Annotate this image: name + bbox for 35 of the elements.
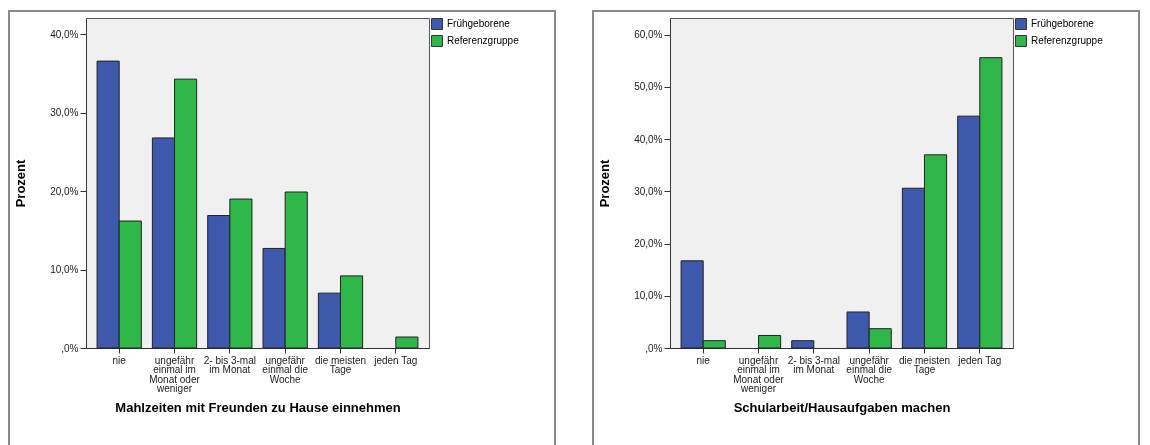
- y-tick-label: 40,0%: [634, 133, 663, 145]
- y-axis-title: Prozent: [597, 158, 613, 208]
- y-tick-label: 50,0%: [634, 81, 663, 93]
- y-tick-label: 20,0%: [634, 238, 663, 250]
- x-tick-label: ungefähr einmal die Woche: [846, 354, 893, 385]
- legend-label: Frühgeborene: [447, 18, 511, 29]
- x-tick-label: ungefähr einmal die Woche: [262, 354, 309, 385]
- y-tick-label: ,0%: [61, 342, 79, 354]
- y-tick-label: 10,0%: [634, 290, 663, 302]
- legend-label: Referenzgruppe: [447, 35, 520, 46]
- x-tick-label: nie: [696, 354, 711, 366]
- bar: [395, 336, 419, 349]
- x-axis-title: Schularbeit/Hausaufgaben machen: [733, 400, 951, 415]
- x-tick-label: die meisten Tage: [898, 354, 951, 375]
- y-tick-label: 30,0%: [634, 185, 663, 197]
- x-tick-label: jeden Tag: [957, 354, 1002, 366]
- y-tick-label: 20,0%: [50, 185, 79, 197]
- x-axis-title: Mahlzeiten mit Freunden zu Hause einnehmen: [115, 400, 401, 415]
- bar: [758, 334, 782, 349]
- y-tick-label: 30,0%: [50, 107, 79, 119]
- legend-label: Frühgeborene: [1031, 18, 1095, 29]
- x-tick-label: nie: [112, 354, 127, 366]
- y-tick-label: ,0%: [645, 342, 663, 354]
- x-tick-label: ungefähr einmal im Monat oder weniger: [733, 354, 785, 394]
- bar: [791, 340, 815, 349]
- y-tick-label: 40,0%: [50, 28, 79, 40]
- y-tick-label: 60,0%: [634, 29, 663, 41]
- y-axis-title: Prozent: [13, 158, 29, 208]
- x-tick-label: 2- bis 3-mal im Monat: [203, 354, 256, 375]
- x-tick-label: jeden Tag: [373, 354, 418, 366]
- x-tick-label: die meisten Tage: [314, 354, 367, 375]
- legend-label: Referenzgruppe: [1031, 35, 1104, 46]
- y-tick-label: 10,0%: [50, 264, 79, 276]
- x-tick-label: ungefähr einmal im Monat oder weniger: [149, 354, 201, 394]
- x-tick-label: 2- bis 3-mal im Monat: [787, 354, 840, 375]
